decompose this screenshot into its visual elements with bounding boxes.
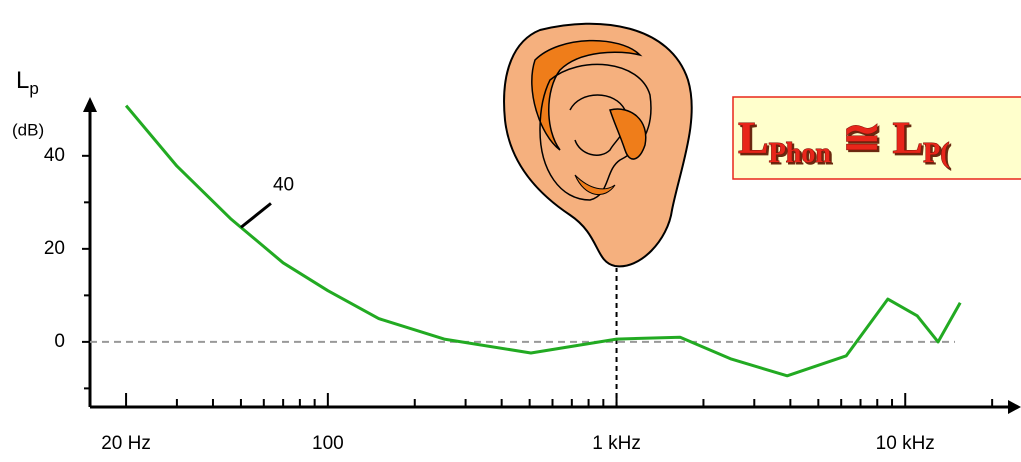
x-tick-label: 1 kHz <box>592 433 641 454</box>
formula: LPhon ≅ LP( <box>738 112 950 170</box>
annotation-leader <box>240 202 272 229</box>
y-axis-unit: (dB) <box>12 120 44 139</box>
y-label-symbol: L <box>16 67 29 94</box>
formula-symbol: L <box>738 112 769 163</box>
formula-operator: ≅ L <box>831 112 923 163</box>
formula-subscript: P( <box>923 138 949 169</box>
x-tick-label: 20 Hz <box>101 433 151 454</box>
formula-box <box>732 96 1021 180</box>
x-axis-arrow <box>1008 400 1021 414</box>
ear-illustration <box>503 22 693 268</box>
y-tick-label: 0 <box>54 331 65 352</box>
y-axis-label: Lp <box>16 67 39 98</box>
x-tick-label: 100 <box>312 433 344 454</box>
y-label-subscript: p <box>29 79 38 98</box>
y-axis-arrow <box>83 97 97 112</box>
data-line <box>124 104 962 378</box>
y-tick-label: 20 <box>44 238 65 259</box>
y-tick-label: 40 <box>44 145 65 166</box>
annotation-label: 40 <box>273 174 294 195</box>
x-tick-label: 10 kHz <box>876 433 935 454</box>
formula-subscript: Phon <box>769 138 832 169</box>
